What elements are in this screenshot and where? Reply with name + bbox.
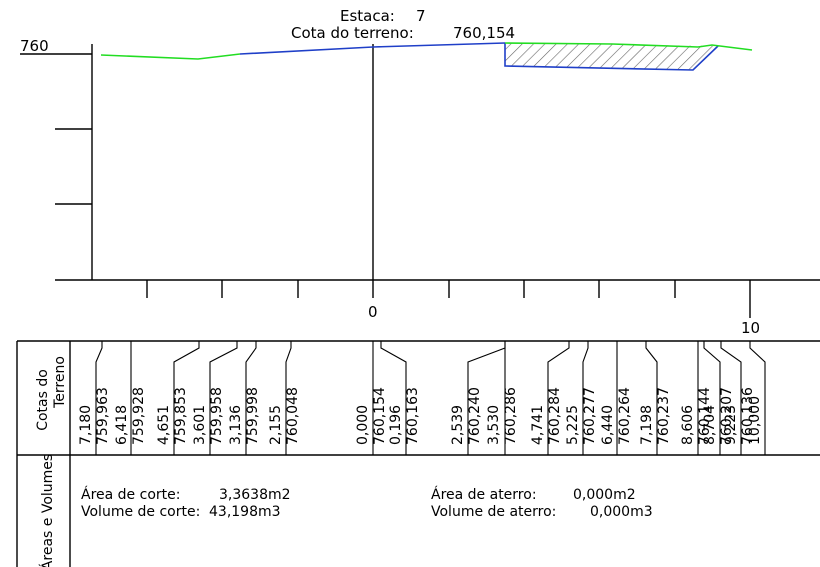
- column-elevation-value: 760,154: [372, 387, 388, 445]
- column-elevation-value: 759,928: [131, 387, 147, 445]
- column-offset-value: 0,196: [388, 405, 404, 445]
- x-ticks: [146, 280, 751, 318]
- column-elevation-value: 760,136: [740, 387, 756, 445]
- column-leader-line: [645, 341, 658, 455]
- elevation-label: 760: [20, 37, 49, 55]
- column-leader-line: [95, 341, 103, 455]
- column-leader-line: [245, 341, 257, 455]
- column-offset-value: 8,606: [680, 405, 696, 445]
- row-title-areas-volumes: Áreas e Volumes: [39, 454, 56, 567]
- column-leader-line: [380, 341, 407, 455]
- column-values: 7,180 759,963 6,418 759,928 4,651 759,853 3,60…: [78, 387, 763, 445]
- column-offset-value: 4,741: [530, 405, 546, 445]
- column-offset-value: 8,704: [702, 405, 718, 445]
- column-offset-value: 6,440: [600, 405, 616, 445]
- aterro-area-label: Área de aterro:: [431, 486, 537, 503]
- x-label-0: 0: [368, 303, 378, 321]
- terrain-line-left: [100, 53, 241, 60]
- column-elevation-value: 760,144: [697, 387, 713, 445]
- column-offset-value: 7,198: [639, 405, 655, 445]
- corte-area-value: 3,3638m2: [219, 487, 291, 503]
- aterro-volume-label: Volume de aterro:: [431, 504, 556, 520]
- column-offset-value: 10,000: [747, 396, 763, 445]
- column-offset-value: 4,651: [156, 405, 172, 445]
- column-offset-value: 7,180: [78, 405, 94, 445]
- cota-label: Cota do terreno:: [291, 24, 414, 42]
- x-label-10: 10: [741, 319, 760, 337]
- column-offset-value: 2,539: [450, 405, 466, 445]
- aterro-volume-value: 0,000m3: [590, 504, 653, 520]
- column-offset-value: 2,155: [268, 405, 284, 445]
- data-table-frame: [16, 340, 820, 567]
- section-header: Estaca: 7 Cota do terreno: 760,154: [291, 7, 515, 42]
- column-leader-line: [720, 341, 742, 455]
- column-elevation-value: 760,264: [617, 387, 633, 445]
- column-leader-line: [749, 341, 766, 455]
- column-elevation-value: 760,237: [656, 387, 672, 445]
- row-title-terreno: Terreno: [52, 356, 68, 409]
- column-elevation-value: 760,163: [405, 387, 421, 445]
- column-elevation-value: 759,958: [209, 387, 225, 445]
- cut-area-hatch: [505, 43, 718, 70]
- column-leader-line: [173, 341, 200, 455]
- corte-volume-label: Volume de corte:: [81, 504, 200, 520]
- profile-frame: [20, 44, 820, 281]
- column-offset-value: 9,223: [723, 405, 739, 445]
- cut-section-outline: [504, 43, 719, 71]
- column-elevation-value: 760,240: [467, 387, 483, 445]
- column-leader-line: [703, 341, 721, 455]
- aterro-area-value: 0,000m2: [573, 487, 636, 503]
- column-offset-value: 3,601: [192, 405, 208, 445]
- column-leader-line: [582, 341, 589, 455]
- column-elevation-value: 759,963: [95, 387, 111, 445]
- column-leader-line: [209, 341, 238, 455]
- areas-volumes: Área de corte: 3,3638m2 Volume de corte:…: [81, 486, 653, 520]
- column-offset-value: 5,225: [565, 405, 581, 445]
- terrain-line-right: [504, 42, 753, 51]
- platform-line: [239, 42, 506, 55]
- column-leader-line: [285, 341, 292, 455]
- column-offset-value: 3,530: [486, 405, 502, 445]
- column-offset-value: 3,136: [228, 405, 244, 445]
- column-elevation-value: 760,277: [582, 387, 598, 445]
- column-offset-value: 6,418: [114, 405, 130, 445]
- column-elevation-value: 760,048: [285, 387, 301, 445]
- column-elevation-value: 759,998: [245, 387, 261, 445]
- cota-value: 760,154: [453, 24, 515, 42]
- column-elevation-value: 759,853: [173, 387, 189, 445]
- corte-area-label: Área de corte:: [81, 486, 180, 503]
- column-elevation-value: 760,284: [547, 387, 563, 445]
- row-title-cotas: Cotas do: [35, 369, 51, 431]
- column-elevation-value: 760,286: [503, 387, 519, 445]
- column-elevation-value: 760,207: [719, 387, 735, 445]
- estaca-value: 7: [416, 7, 426, 25]
- column-leader-line: [547, 341, 570, 455]
- column-offset-value: 0,000: [355, 405, 371, 445]
- corte-volume-value: 43,198m3: [209, 504, 281, 520]
- estaca-label: Estaca:: [340, 7, 395, 25]
- column-leaders: [95, 341, 766, 455]
